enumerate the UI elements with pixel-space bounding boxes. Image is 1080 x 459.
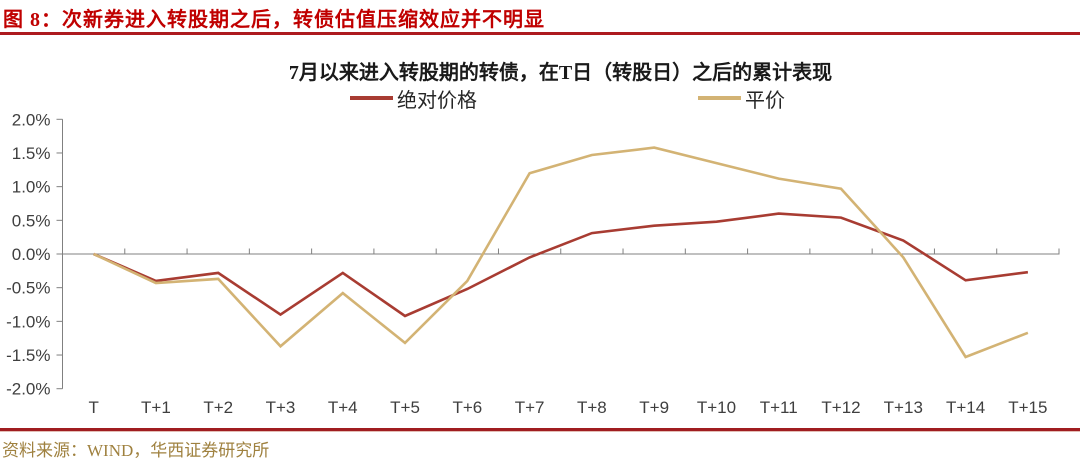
svg-text:1.0%: 1.0% [12,178,51,197]
svg-text:T+2: T+2 [203,398,233,417]
svg-text:T+3: T+3 [266,398,296,417]
legend-label-parity: 平价 [745,89,785,112]
svg-text:T+8: T+8 [577,398,607,417]
svg-text:T+14: T+14 [946,398,985,417]
svg-text:1.5%: 1.5% [12,144,51,163]
legend-item-absolute-price: 绝对价格 [350,86,477,112]
svg-text:T+12: T+12 [821,398,860,417]
svg-text:0.5%: 0.5% [12,211,51,230]
svg-text:2.0%: 2.0% [12,110,51,129]
svg-text:-1.5%: -1.5% [6,346,50,365]
svg-text:T+4: T+4 [328,398,358,417]
svg-text:T+5: T+5 [390,398,420,417]
legend-swatch-parity [698,96,741,100]
source-note: 资料来源：WIND，华西证券研究所 [2,441,270,459]
svg-text:T+10: T+10 [697,398,736,417]
svg-text:0.0%: 0.0% [12,245,51,264]
svg-text:T+11: T+11 [760,398,798,417]
legend-swatch-absolute-price [350,96,393,100]
svg-text:-0.5%: -0.5% [6,279,50,298]
title-divider [0,32,1080,35]
legend-item-parity: 平价 [698,86,785,112]
svg-text:T+15: T+15 [1008,398,1047,417]
svg-text:T: T [88,398,98,417]
svg-text:T+6: T+6 [452,398,482,417]
svg-text:T+1: T+1 [141,398,171,417]
svg-text:T+9: T+9 [639,398,669,417]
svg-text:T+7: T+7 [515,398,545,417]
legend-label-absolute-price: 绝对价格 [397,89,477,112]
svg-text:-2.0%: -2.0% [6,380,50,399]
chart-title: 7月以来进入转股期的转债，在T日（转股日）之后的累计表现 [288,62,833,84]
svg-text:T+13: T+13 [884,398,923,417]
svg-text:-1.0%: -1.0% [6,312,50,331]
figure-title: 图 8：次新券进入转股期之后，转债估值压缩效应并不明显 [3,9,545,31]
footer-divider [0,428,1080,432]
